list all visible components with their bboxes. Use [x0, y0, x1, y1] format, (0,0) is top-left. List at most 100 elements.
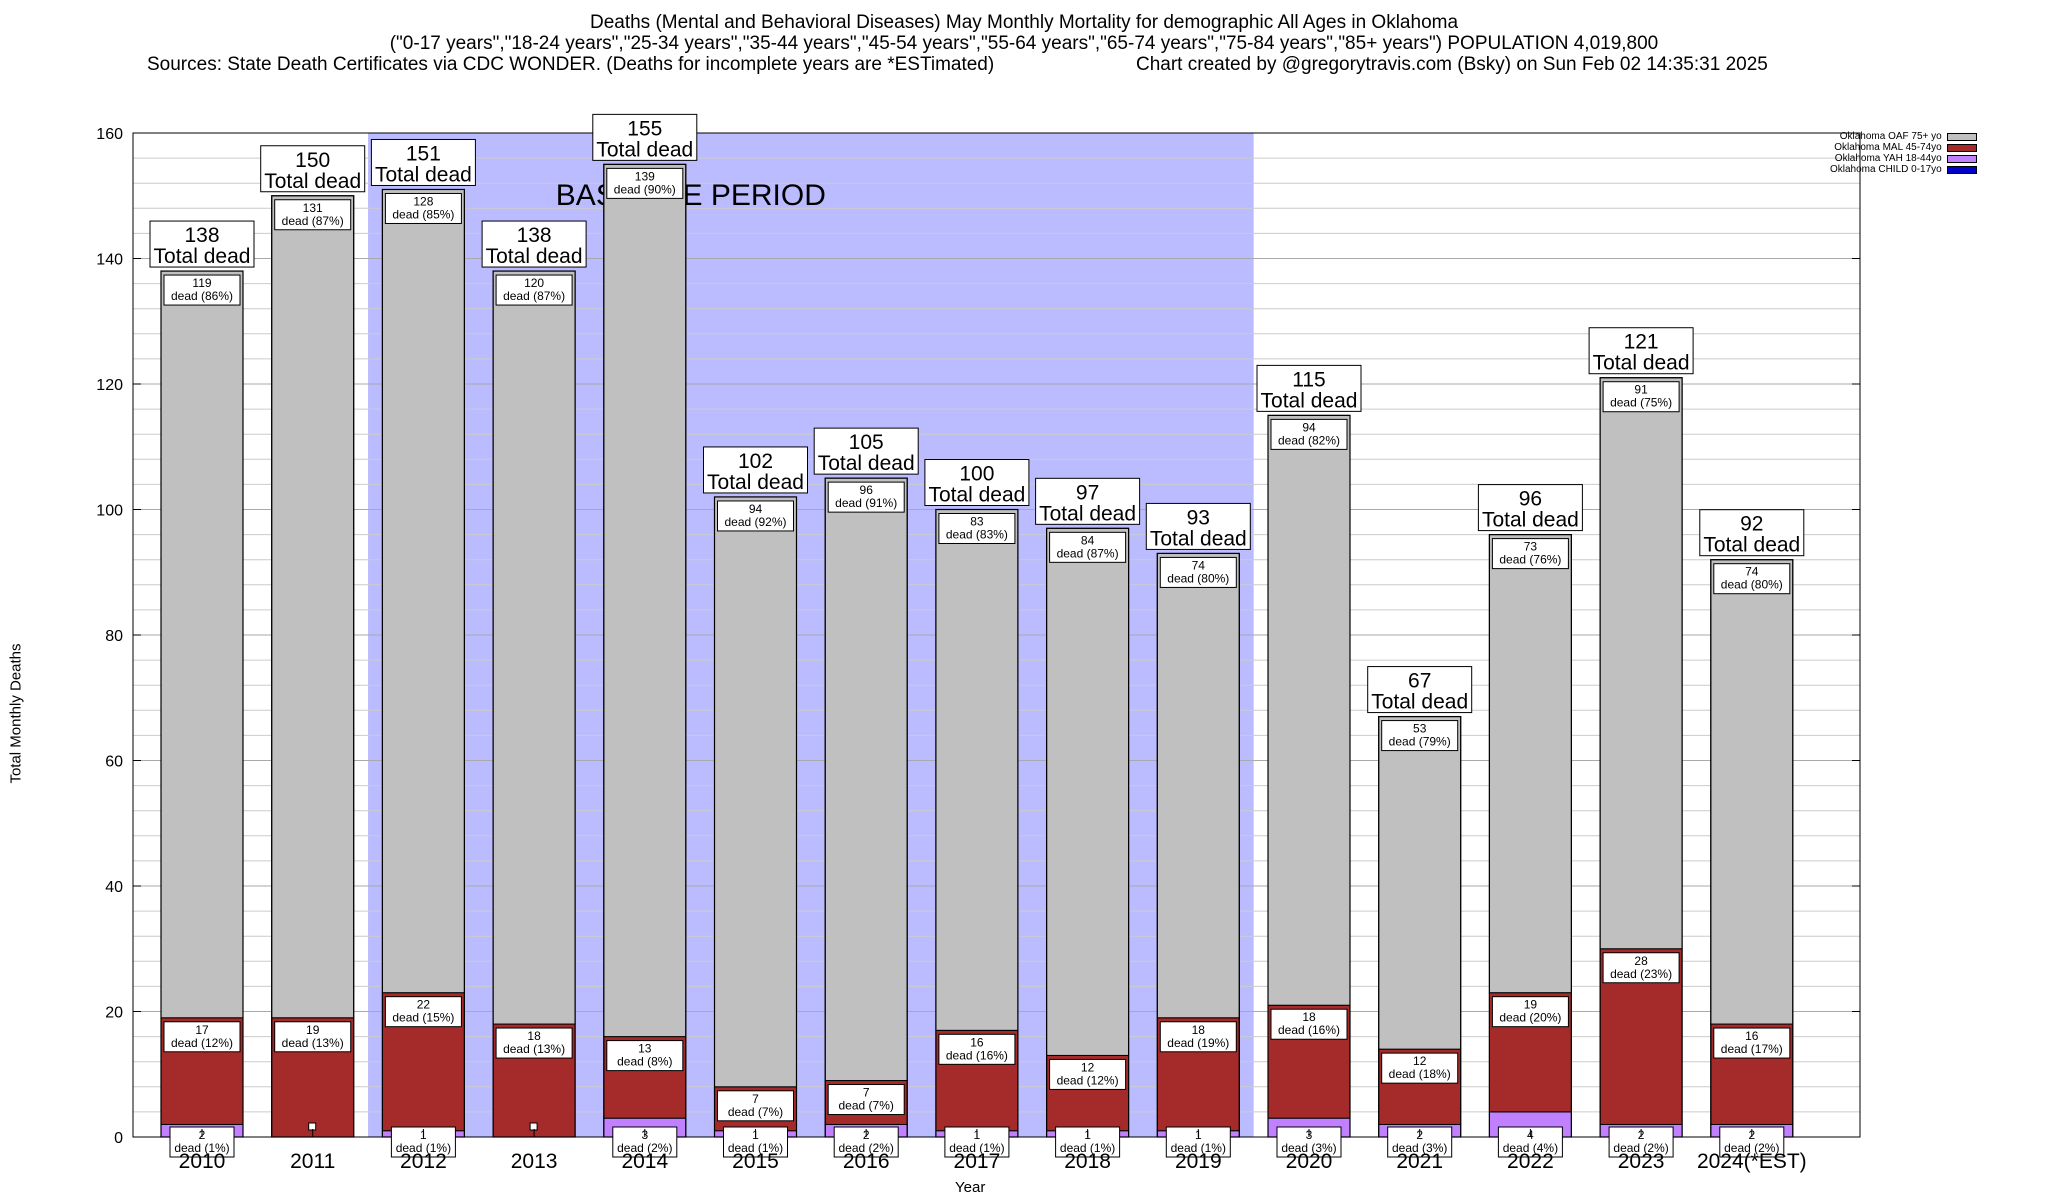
- segment-label-pct: dead (76%): [1499, 553, 1561, 567]
- total-label-box: [1367, 666, 1473, 714]
- total-label-box: [1477, 484, 1583, 532]
- x-tick-label: 2024(*EST): [1697, 1150, 1807, 1173]
- total-label-text: Total dead: [707, 471, 804, 494]
- total-label-text: Total dead: [818, 452, 915, 475]
- total-label-value: 150: [295, 149, 330, 172]
- x-tick-label: 2022: [1507, 1150, 1554, 1173]
- segment-label-pct: dead (8%): [617, 1055, 672, 1069]
- segment-label-box: [1270, 1008, 1348, 1040]
- segment-label-value: 94: [1302, 420, 1316, 434]
- segment-label-value: 18: [1302, 1010, 1316, 1024]
- segment-label-box: [827, 481, 905, 513]
- x-tick-label: 2013: [511, 1150, 558, 1173]
- total-label-value: 96: [1519, 488, 1542, 511]
- segment-label-pct: dead (79%): [1389, 735, 1451, 749]
- segment-label-pct: dead (86%): [171, 289, 233, 303]
- bar-segment: [714, 496, 797, 1088]
- segment-label-pct: dead (1%): [174, 1141, 229, 1155]
- segment-label-pct: dead (13%): [282, 1036, 344, 1050]
- bar-segment: [271, 195, 355, 1019]
- segment-label-value: 131: [303, 201, 323, 215]
- total-label-value: 102: [738, 450, 773, 473]
- legend-label: Oklahoma YAH 18-44yo: [1834, 153, 1942, 164]
- segment-label-value: 120: [524, 276, 544, 290]
- segment-label-pct: dead (1%): [728, 1141, 783, 1155]
- segment-label-value: 22: [417, 998, 431, 1012]
- bar-segment: [492, 270, 576, 1025]
- bar-segment: [1488, 534, 1572, 994]
- segment-label-pct: dead (16%): [1278, 1023, 1340, 1037]
- total-label-box: [260, 145, 366, 193]
- segment-label-box: [1159, 1021, 1237, 1053]
- total-label-text: Total dead: [1039, 502, 1136, 525]
- segment-label-pct: dead (16%): [946, 1048, 1008, 1062]
- segment-label-pct: dead (3%): [1281, 1141, 1336, 1155]
- segment-label-box: [274, 199, 352, 231]
- segment-label-box: [1381, 720, 1459, 752]
- segment-label-pct: dead (7%): [728, 1105, 783, 1119]
- total-label-box: [370, 138, 476, 186]
- segment-label-pct: dead (17%): [1721, 1042, 1783, 1056]
- legend-swatch: [1946, 165, 1977, 174]
- chart-credit: Chart created by @gregorytravis.com (Bsk…: [1136, 54, 1768, 75]
- total-label-box: [1256, 364, 1362, 412]
- zero-marker: [529, 1122, 538, 1131]
- segment-label-box: [1049, 531, 1127, 563]
- segment-label-box: [606, 167, 684, 199]
- total-label-box: [592, 113, 698, 161]
- segment-label-box: [1713, 1027, 1791, 1059]
- x-tick-label: 2017: [954, 1150, 1001, 1173]
- bar-segment: [1599, 377, 1683, 950]
- y-tick-label: 20: [105, 1005, 123, 1022]
- segment-label-pct: dead (1%): [396, 1141, 451, 1155]
- segment-label-pct: dead (2%): [617, 1141, 672, 1155]
- segment-label-pct: dead (23%): [1610, 967, 1672, 981]
- total-label-value: 138: [184, 224, 219, 247]
- bar-segment: [824, 477, 908, 1082]
- total-label-value: 138: [517, 224, 552, 247]
- segment-label-value: 12: [1081, 1060, 1095, 1074]
- total-label-text: Total dead: [1371, 691, 1468, 714]
- segment-label-pct: dead (3%): [1392, 1141, 1447, 1155]
- segment-label-pct: dead (12%): [171, 1036, 233, 1050]
- x-tick-label: 2021: [1396, 1150, 1443, 1173]
- total-label-text: Total dead: [928, 484, 1025, 507]
- total-label-box: [1035, 477, 1141, 525]
- segment-label-value: 12: [1413, 1054, 1427, 1068]
- segment-label-value: 7: [752, 1092, 759, 1106]
- total-label-value: 105: [849, 431, 884, 454]
- legend-entry: Oklahoma YAH 18-44yo: [1830, 153, 1977, 164]
- x-tick-label: 2015: [732, 1150, 779, 1173]
- bar-segment: [1267, 414, 1351, 1006]
- total-label-value: 100: [959, 463, 994, 486]
- x-tick-label: 2011: [290, 1150, 335, 1173]
- segment-label-value: 139: [635, 169, 655, 183]
- total-label-value: 155: [627, 117, 662, 140]
- legend-entry: Oklahoma MAL 45-74yo: [1830, 142, 1977, 153]
- total-label-box: [813, 427, 919, 475]
- x-axis-label: Year: [955, 1179, 986, 1196]
- segment-label-pct: dead (82%): [1278, 433, 1340, 447]
- total-label-value: 92: [1740, 513, 1763, 536]
- segment-label-pct: dead (2%): [1613, 1141, 1668, 1155]
- segment-label-pct: dead (15%): [392, 1011, 454, 1025]
- segment-label-value: 53: [1413, 722, 1427, 736]
- segment-label-value: 84: [1081, 533, 1095, 547]
- bar-segment: [1156, 552, 1240, 1019]
- legend-swatch: [1946, 143, 1977, 152]
- total-label-box: [481, 220, 587, 268]
- segment-label-box: [163, 274, 241, 306]
- segment-label-pct: dead (87%): [282, 214, 344, 228]
- segment-label-value: 119: [192, 276, 211, 290]
- segment-label-box: [495, 274, 573, 306]
- segment-label-pct: dead (1%): [1060, 1141, 1115, 1155]
- segment-label-value: 91: [1634, 383, 1648, 397]
- segment-label-box: [1159, 556, 1237, 588]
- total-label-value: 151: [406, 142, 441, 165]
- segment-label-box: [938, 513, 1016, 544]
- segment-label-pct: dead (13%): [503, 1042, 565, 1056]
- total-label-value: 67: [1408, 670, 1431, 693]
- segment-label-value: 83: [970, 515, 984, 529]
- bar-segment: [381, 188, 465, 994]
